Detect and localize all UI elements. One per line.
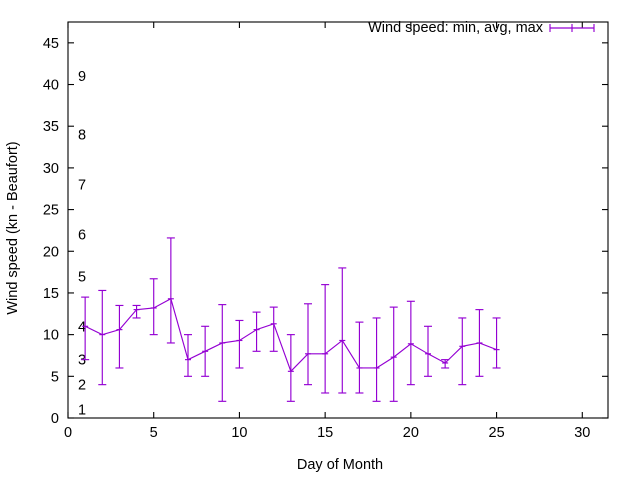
y-tick-label: 45 <box>43 36 59 52</box>
x-tick-label: 15 <box>317 425 333 441</box>
beaufort-label-8: 8 <box>78 128 86 144</box>
beaufort-label-9: 9 <box>78 69 86 85</box>
y-tick-label: 10 <box>43 328 59 344</box>
beaufort-label-4: 4 <box>78 319 86 335</box>
plot-border <box>67 21 609 419</box>
y-tick-label: 20 <box>43 244 59 260</box>
chart-legend: Wind speed: min, avg, max <box>368 20 595 36</box>
x-axis-title: Day of Month <box>297 457 383 473</box>
beaufort-label-2: 2 <box>78 378 86 394</box>
y-tick-label: 35 <box>43 119 59 135</box>
beaufort-label-6: 6 <box>78 228 86 244</box>
x-tick-label: 5 <box>150 425 158 441</box>
beaufort-label-7: 7 <box>78 178 86 194</box>
x-tick-label: 20 <box>403 425 419 441</box>
y-tick-label: 25 <box>43 203 59 219</box>
beaufort-label-1: 1 <box>78 403 86 419</box>
y-tick-label: 15 <box>43 286 59 302</box>
data-series-layer <box>81 237 501 402</box>
beaufort-scale-labels: 1 2 3 4 5 6 7 8 9 <box>78 69 86 418</box>
x-tick-label: 25 <box>489 425 505 441</box>
y-tick-label: 30 <box>43 161 59 177</box>
plot-frame <box>67 21 609 419</box>
x-tick-label: 0 <box>64 425 72 441</box>
beaufort-label-3: 3 <box>78 353 86 369</box>
x-axis-ticks: 0 5 10 15 20 25 30 <box>64 22 590 441</box>
x-tick-label: 30 <box>574 425 590 441</box>
avg-line <box>84 297 497 373</box>
legend-label: Wind speed: min, avg, max <box>368 20 544 36</box>
beaufort-label-5: 5 <box>78 269 86 285</box>
y-tick-label: 5 <box>51 369 59 385</box>
x-tick-label: 10 <box>231 425 247 441</box>
y-axis-title: Wind speed (kn - Beaufort) <box>5 141 21 314</box>
y-tick-label: 0 <box>51 411 59 427</box>
y-tick-label: 40 <box>43 78 59 94</box>
